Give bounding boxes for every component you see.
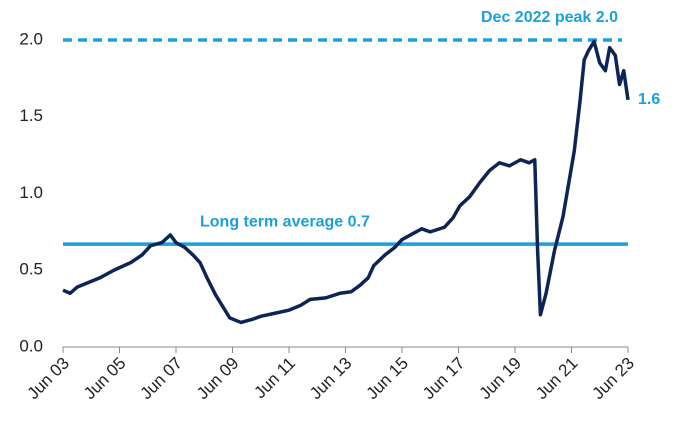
x-tick-label: Jun 11 [250, 354, 299, 403]
x-tick-label: Jun 15 [362, 354, 412, 404]
x-tick-label: Jun 13 [306, 354, 356, 404]
y-tick-label: 0.5 [19, 260, 43, 279]
x-tick-label: Jun 23 [588, 354, 638, 404]
y-tick-label: 1.0 [19, 183, 43, 202]
x-tick-label: Jun 21 [532, 354, 582, 404]
x-tick-label: Jun 05 [80, 354, 130, 404]
y-tick-label: 2.0 [19, 29, 43, 48]
x-tick-label: Jun 03 [23, 354, 73, 404]
reference-label: Dec 2022 peak 2.0 [481, 9, 618, 26]
y-tick-label: 0.0 [19, 336, 43, 355]
x-tick-label: Jun 19 [475, 354, 525, 404]
line-series [62, 39, 630, 325]
reference-label: Long term average 0.7 [200, 213, 370, 230]
x-tick-label: Jun 07 [136, 354, 186, 404]
y-tick-label: 1.5 [19, 106, 43, 125]
x-tick-label: Jun 17 [419, 354, 469, 404]
end-value-label: 1.6 [638, 91, 660, 108]
x-tick-label: Jun 09 [193, 354, 243, 404]
